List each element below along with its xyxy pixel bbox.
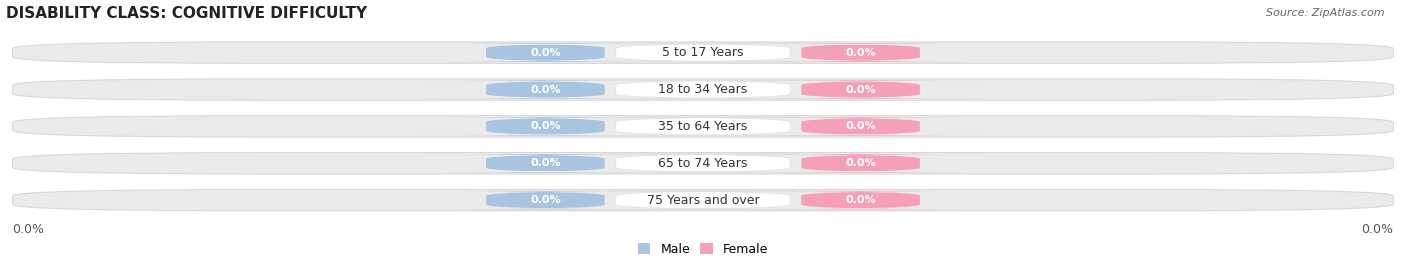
Text: 0.0%: 0.0% xyxy=(530,195,561,205)
Text: 0.0%: 0.0% xyxy=(530,158,561,168)
FancyBboxPatch shape xyxy=(609,117,797,136)
FancyBboxPatch shape xyxy=(738,117,983,136)
Text: 0.0%: 0.0% xyxy=(845,84,876,94)
FancyBboxPatch shape xyxy=(423,154,668,172)
Text: DISABILITY CLASS: COGNITIVE DIFFICULTY: DISABILITY CLASS: COGNITIVE DIFFICULTY xyxy=(6,6,367,20)
FancyBboxPatch shape xyxy=(423,117,668,136)
FancyBboxPatch shape xyxy=(13,116,1393,137)
Text: 65 to 74 Years: 65 to 74 Years xyxy=(658,157,748,170)
FancyBboxPatch shape xyxy=(738,80,983,99)
Text: 0.0%: 0.0% xyxy=(845,195,876,205)
FancyBboxPatch shape xyxy=(13,79,1393,100)
FancyBboxPatch shape xyxy=(13,42,1393,63)
FancyBboxPatch shape xyxy=(13,153,1393,174)
FancyBboxPatch shape xyxy=(423,191,668,209)
Text: 35 to 64 Years: 35 to 64 Years xyxy=(658,120,748,133)
Legend: Male, Female: Male, Female xyxy=(633,238,773,261)
FancyBboxPatch shape xyxy=(423,43,668,62)
FancyBboxPatch shape xyxy=(609,80,797,99)
FancyBboxPatch shape xyxy=(13,189,1393,211)
Text: 0.0%: 0.0% xyxy=(845,121,876,131)
Text: 75 Years and over: 75 Years and over xyxy=(647,194,759,207)
FancyBboxPatch shape xyxy=(609,191,797,209)
FancyBboxPatch shape xyxy=(738,154,983,172)
Text: 0.0%: 0.0% xyxy=(13,223,45,236)
FancyBboxPatch shape xyxy=(738,43,983,62)
Text: 0.0%: 0.0% xyxy=(530,84,561,94)
Text: 0.0%: 0.0% xyxy=(1361,223,1393,236)
Text: 18 to 34 Years: 18 to 34 Years xyxy=(658,83,748,96)
Text: Source: ZipAtlas.com: Source: ZipAtlas.com xyxy=(1267,8,1385,18)
Text: 0.0%: 0.0% xyxy=(530,48,561,58)
Text: 5 to 17 Years: 5 to 17 Years xyxy=(662,46,744,59)
FancyBboxPatch shape xyxy=(609,154,797,172)
FancyBboxPatch shape xyxy=(423,80,668,99)
FancyBboxPatch shape xyxy=(738,191,983,209)
Text: 0.0%: 0.0% xyxy=(530,121,561,131)
Text: 0.0%: 0.0% xyxy=(845,158,876,168)
FancyBboxPatch shape xyxy=(609,43,797,62)
Text: 0.0%: 0.0% xyxy=(845,48,876,58)
